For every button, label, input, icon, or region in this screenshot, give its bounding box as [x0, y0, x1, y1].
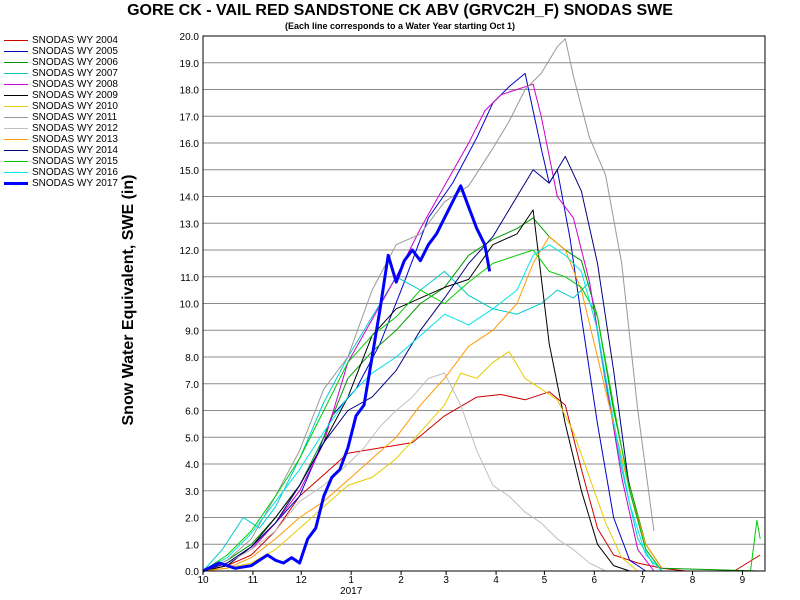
- legend-label: SNODAS WY 2009: [32, 90, 118, 101]
- y-tick-label: 20.0: [180, 32, 200, 43]
- legend-label: SNODAS WY 2012: [32, 123, 118, 134]
- tick-labels: 0.01.02.03.04.05.06.07.08.09.010.011.012…: [180, 32, 746, 597]
- legend-label: SNODAS WY 2011: [32, 112, 118, 123]
- y-tick-label: 1.0: [185, 540, 199, 551]
- y-tick-label: 10.0: [180, 300, 200, 311]
- series-line-snodas-wy-2007: [202, 270, 655, 572]
- x-tick-label: 11: [248, 575, 259, 586]
- y-tick-label: 8.0: [185, 353, 199, 364]
- y-tick-label: 3.0: [185, 487, 199, 498]
- y-tick-label: 15.0: [180, 166, 200, 177]
- legend-label: SNODAS WY 2016: [32, 167, 118, 178]
- series-line-snodas-wy-2004: [202, 391, 761, 572]
- y-tick-label: 9.0: [185, 326, 199, 337]
- x-tick-label: 12: [296, 575, 308, 586]
- legend-label: SNODAS WY 2017: [32, 178, 118, 189]
- series-line-snodas-wy-2010: [202, 351, 639, 572]
- x-tick-label: 2: [398, 575, 404, 586]
- series-line-snodas-wy-2017: [202, 184, 492, 573]
- y-tick-label: 12.0: [180, 246, 200, 257]
- legend-swatch: [4, 139, 28, 140]
- legend-swatch: [4, 40, 28, 41]
- series-line-snodas-wy-2005: [202, 72, 647, 572]
- legend-swatch: [4, 182, 28, 185]
- series-line-snodas-wy-2014: [202, 155, 663, 572]
- legend-swatch: [4, 95, 28, 96]
- series-line-snodas-wy-2015: [202, 249, 761, 572]
- chart-title: GORE CK - VAIL RED SANDSTONE CK ABV (GRV…: [127, 2, 673, 19]
- y-tick-label: 13.0: [180, 219, 200, 230]
- y-tick-label: 0.0: [185, 567, 199, 578]
- legend-swatch: [4, 62, 28, 63]
- legend-label: SNODAS WY 2010: [32, 101, 118, 112]
- legend-swatch: [4, 117, 28, 118]
- y-tick-label: 6.0: [185, 407, 199, 418]
- x-tick-label: 6: [592, 575, 598, 586]
- y-tick-label: 5.0: [185, 433, 199, 444]
- y-tick-label: 11.0: [180, 273, 199, 284]
- y-tick-label: 7.0: [185, 380, 199, 391]
- legend-swatch: [4, 73, 28, 74]
- x-tick-label: 1: [348, 575, 354, 586]
- legend-label: SNODAS WY 2008: [32, 79, 118, 90]
- axes: [202, 35, 766, 575]
- y-tick-label: 14.0: [180, 193, 200, 204]
- chart-subtitle: (Each line corresponds to a Water Year s…: [284, 21, 516, 31]
- x-tick-label: 4: [493, 575, 499, 586]
- legend-swatch: [4, 106, 28, 107]
- series-line-snodas-wy-2011: [202, 38, 655, 572]
- legend-swatch: [4, 51, 28, 52]
- x-tick-label: 7: [640, 575, 646, 586]
- legend-swatch: [4, 84, 28, 85]
- legend-swatch: [4, 161, 28, 162]
- x-tick-label: 8: [690, 575, 696, 586]
- legend-label: SNODAS WY 2015: [32, 156, 118, 167]
- x-tick-label: 3: [443, 575, 449, 586]
- x-tick-label: 5: [542, 575, 548, 586]
- y-tick-label: 18.0: [180, 86, 200, 97]
- legend-swatch: [4, 150, 28, 151]
- y-tick-label: 16.0: [180, 139, 200, 150]
- plot-frame: [202, 35, 766, 572]
- legend-label: SNODAS WY 2007: [32, 68, 118, 79]
- y-tick-label: 17.0: [180, 112, 200, 123]
- legend-label: SNODAS WY 2005: [32, 46, 118, 57]
- legend-swatch: [4, 128, 28, 129]
- y-tick-label: 19.0: [180, 59, 200, 70]
- y-tick-label: 2.0: [185, 514, 199, 525]
- series-line-snodas-wy-2009: [202, 209, 630, 572]
- y-tick-label: 4.0: [185, 460, 199, 471]
- legend-label: SNODAS WY 2014: [32, 145, 118, 156]
- x-tick-label: 9: [740, 575, 746, 586]
- series-line-snodas-wy-2012: [202, 372, 606, 572]
- series-line-snodas-wy-2013: [202, 236, 663, 572]
- series-line-snodas-wy-2016: [202, 244, 663, 572]
- legend-swatch: [4, 172, 28, 173]
- legend-label: SNODAS WY 2013: [32, 134, 118, 145]
- x-tick-label: 10: [197, 575, 209, 586]
- x-year-label: 2017: [340, 586, 363, 597]
- legend-label: SNODAS WY 2006: [32, 57, 118, 68]
- series-lines: [202, 38, 761, 573]
- series-line-snodas-wy-2008: [202, 83, 655, 572]
- legend-label: SNODAS WY 2004: [32, 35, 118, 46]
